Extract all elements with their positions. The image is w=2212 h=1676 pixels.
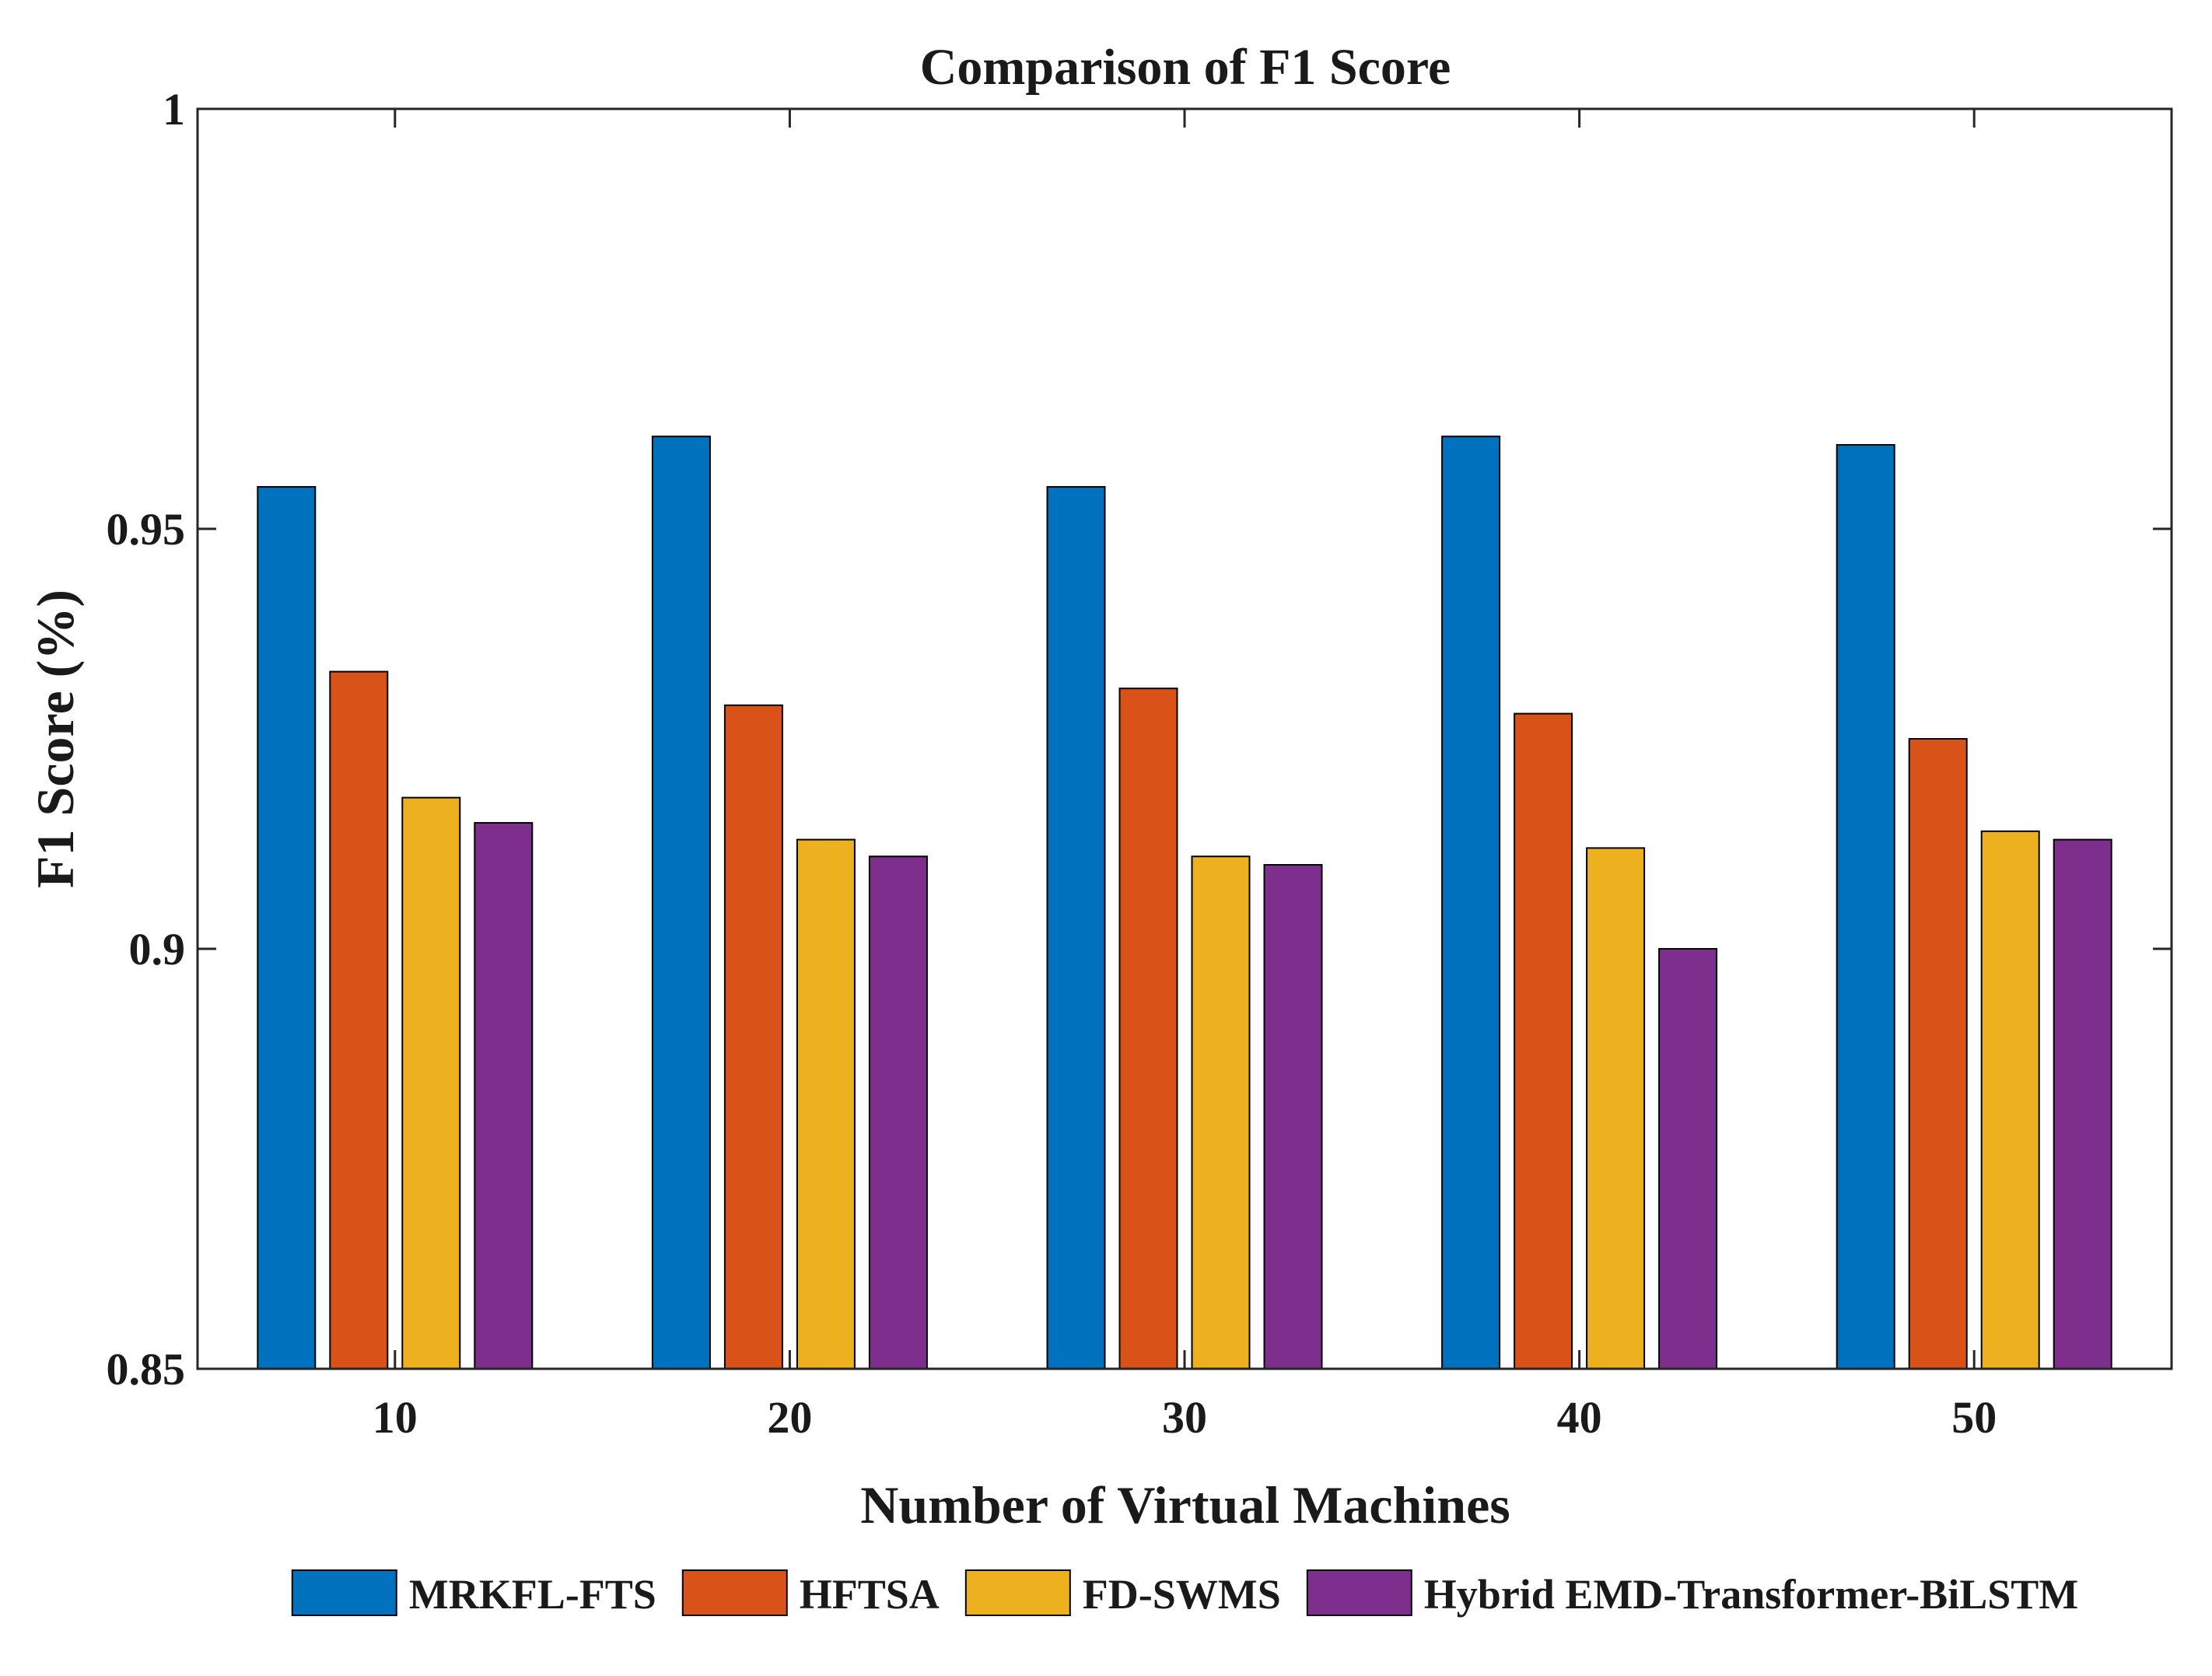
bar-fd-swms-50	[1980, 830, 2040, 1370]
bar-fd-swms-30	[1191, 855, 1251, 1370]
y-axis-label: F1 Score (%)	[26, 590, 85, 888]
x-tick-label: 40	[1557, 1392, 1602, 1443]
y-tick-label: 0.95	[107, 504, 186, 555]
y-tick-labels: 0.85 0.9 0.95 1	[107, 84, 186, 1394]
x-tick-label: 50	[1951, 1392, 1997, 1443]
bar-mrkfl-fts-10	[257, 486, 317, 1370]
bar-mrkfl-fts-40	[1441, 436, 1501, 1370]
chart-title: Comparison of F1 Score	[920, 39, 1451, 96]
bar-mrkfl-fts-20	[651, 436, 711, 1370]
bar-hftsa-20	[723, 704, 783, 1370]
ticks-layer	[198, 107, 2172, 1370]
y-tick-label: 1	[163, 84, 185, 135]
bar-fd-swms-40	[1586, 847, 1646, 1370]
bar-hftsa-50	[1908, 738, 1968, 1370]
bar-mrkfl-fts-50	[1836, 444, 1895, 1370]
bar-hybrid-emd-transformer-bilstm-40	[1658, 948, 1718, 1370]
bar-hybrid-emd-transformer-bilstm-30	[1263, 864, 1323, 1370]
bar-hybrid-emd-transformer-bilstm-10	[474, 822, 534, 1370]
legend-label: FD-SWMS	[1083, 1571, 1281, 1618]
bar-hybrid-emd-transformer-bilstm-50	[2053, 838, 2112, 1370]
x-tick-label: 10	[373, 1392, 418, 1443]
legend-swatch-mrkfl-fts	[291, 1569, 397, 1616]
legend-label: HFTSA	[800, 1571, 940, 1618]
legend-swatch-fd-swms	[964, 1569, 1071, 1616]
x-axis-label: Number of Virtual Machines	[860, 1475, 1510, 1534]
x-tick-label: 30	[1162, 1392, 1207, 1443]
legend-label: Hybrid EMD-Transformer-BiLSTM	[1424, 1571, 2078, 1618]
bars-layer	[257, 436, 2112, 1370]
y-tick-label: 0.85	[107, 1344, 186, 1394]
bar-hftsa-30	[1118, 688, 1178, 1370]
legend: MRKFL-FTS HFTSA FD-SWMS Hybrid EMD-Transfor…	[291, 1569, 2078, 1618]
bar-hftsa-10	[329, 670, 389, 1370]
bar-fd-swms-20	[796, 838, 856, 1370]
legend-swatch-hybrid-emd-transformer-bilstm	[1306, 1569, 1412, 1616]
legend-label: MRKFL-FTS	[409, 1571, 656, 1618]
bar-hybrid-emd-transformer-bilstm-20	[868, 855, 928, 1370]
bar-fd-swms-10	[401, 796, 461, 1370]
bar-hftsa-40	[1514, 712, 1573, 1370]
x-tick-label: 20	[767, 1392, 812, 1443]
legend-swatch-hftsa	[681, 1569, 788, 1616]
bar-mrkfl-fts-30	[1046, 486, 1106, 1370]
y-tick-label: 0.9	[129, 924, 186, 974]
x-tick-labels: 10 20 30 40 50	[373, 1392, 1997, 1443]
